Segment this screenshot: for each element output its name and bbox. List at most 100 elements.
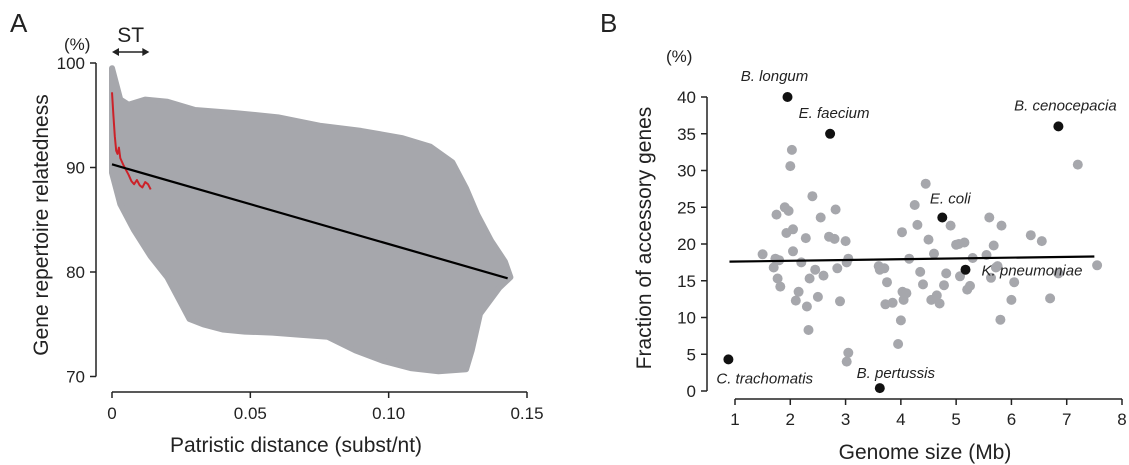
species-label: B. cenocepacia — [1014, 97, 1117, 114]
panel-a: A (%) 0 0.05 0.10 0.15 70 80 90 100 ST Patristi… — [10, 8, 544, 457]
data-point — [909, 200, 920, 210]
data-point — [918, 279, 928, 290]
y-tick-label: 0 — [687, 382, 696, 401]
panel-a-yunit: (%) — [64, 35, 90, 54]
y-tick-label: 40 — [677, 88, 696, 107]
panel-letter-a: A — [10, 8, 28, 38]
data-point — [915, 266, 926, 277]
x-tick-label: 1 — [730, 410, 739, 429]
y-tick-label: 80 — [66, 263, 85, 282]
highlighted-point — [825, 128, 836, 139]
data-point — [790, 295, 801, 306]
data-point — [996, 220, 1007, 231]
y-tick-label: 25 — [677, 198, 696, 217]
data-point — [832, 263, 843, 274]
highlighted-point — [782, 92, 793, 102]
data-point — [901, 288, 912, 299]
data-point — [1092, 260, 1103, 271]
panel-a-x-axis-label: Patristic distance (subst/nt) — [170, 434, 422, 457]
species-label: K. pneumoniae — [982, 263, 1083, 280]
data-point — [1072, 159, 1083, 170]
data-point — [771, 209, 782, 220]
data-point — [841, 356, 852, 367]
fit-line — [111, 163, 508, 280]
data-point — [810, 264, 821, 275]
data-point — [757, 249, 768, 260]
data-point — [1045, 293, 1056, 304]
y-tick-label: 10 — [677, 309, 696, 328]
highlighted-point — [960, 264, 971, 275]
st-curve — [111, 92, 152, 190]
y-tick-label: 20 — [677, 235, 696, 254]
panel-b-points — [757, 144, 1103, 367]
data-point — [986, 272, 996, 283]
y-tick-label: 90 — [66, 159, 85, 178]
x-tick-label: 2 — [786, 410, 795, 429]
data-point — [840, 236, 851, 247]
highlighted-point — [874, 383, 885, 394]
panel-b-yunit: (%) — [666, 47, 692, 66]
data-point — [923, 234, 934, 245]
data-point — [959, 237, 970, 248]
data-point — [895, 315, 906, 326]
panel-a-data-cloud — [109, 65, 514, 375]
highlighted-point — [937, 212, 948, 223]
panel-b: B (%) B. longum E. faecium B. cenocepacia E… — [600, 8, 1127, 464]
data-point — [785, 161, 796, 172]
highlighted-point — [1053, 121, 1064, 132]
data-point — [965, 280, 975, 291]
highlighted-point — [723, 354, 734, 365]
y-tick-label: 35 — [677, 125, 696, 144]
species-label: B. longum — [741, 68, 809, 85]
x-tick-label: 4 — [896, 410, 905, 429]
x-tick-label: 8 — [1117, 410, 1126, 429]
data-point — [793, 286, 804, 297]
data-point — [984, 212, 995, 223]
data-point — [1053, 268, 1064, 279]
data-cloud — [109, 65, 514, 375]
data-point — [818, 270, 829, 281]
data-point — [803, 325, 814, 335]
data-point — [882, 277, 892, 288]
data-point — [835, 296, 845, 307]
x-tick-label: 0 — [107, 404, 116, 423]
y-tick-label: 15 — [677, 272, 696, 291]
panel-a-axes: 0 0.05 0.10 0.15 70 80 90 100 — [57, 54, 544, 423]
data-point — [931, 290, 942, 301]
data-point — [1036, 236, 1047, 247]
data-point — [1009, 277, 1020, 288]
panel-a-y-axis-label: Gene repertoire relatedness — [30, 94, 53, 356]
panel-b-x-axis-label: Genome size (Mb) — [839, 441, 1012, 464]
panel-a-fit-line — [111, 163, 508, 280]
data-point — [887, 297, 898, 308]
y-tick-label: 70 — [66, 368, 85, 387]
x-tick-label: 0.10 — [372, 404, 405, 423]
x-tick-label: 3 — [841, 410, 850, 429]
data-point — [788, 246, 798, 257]
data-point — [939, 280, 949, 291]
data-point — [988, 240, 999, 251]
data-point — [812, 291, 823, 302]
data-point — [804, 273, 815, 284]
data-point — [1006, 294, 1017, 305]
fit-line — [729, 255, 1095, 263]
data-point — [941, 268, 952, 279]
data-point — [807, 191, 818, 202]
data-point — [815, 212, 826, 223]
data-point — [800, 233, 811, 244]
data-point — [786, 144, 797, 155]
data-point — [843, 347, 854, 358]
data-point — [788, 224, 798, 235]
x-tick-label: 0.15 — [510, 404, 543, 423]
data-point — [893, 339, 904, 349]
data-point — [920, 178, 931, 189]
data-point — [912, 219, 923, 230]
x-tick-label: 6 — [1007, 410, 1016, 429]
species-label: E. faecium — [799, 105, 870, 122]
data-point — [879, 263, 890, 274]
y-tick-label: 5 — [687, 345, 696, 364]
panel-letter-b: B — [600, 8, 617, 38]
data-point — [1025, 230, 1036, 241]
panel-a-st-curve — [111, 92, 152, 190]
